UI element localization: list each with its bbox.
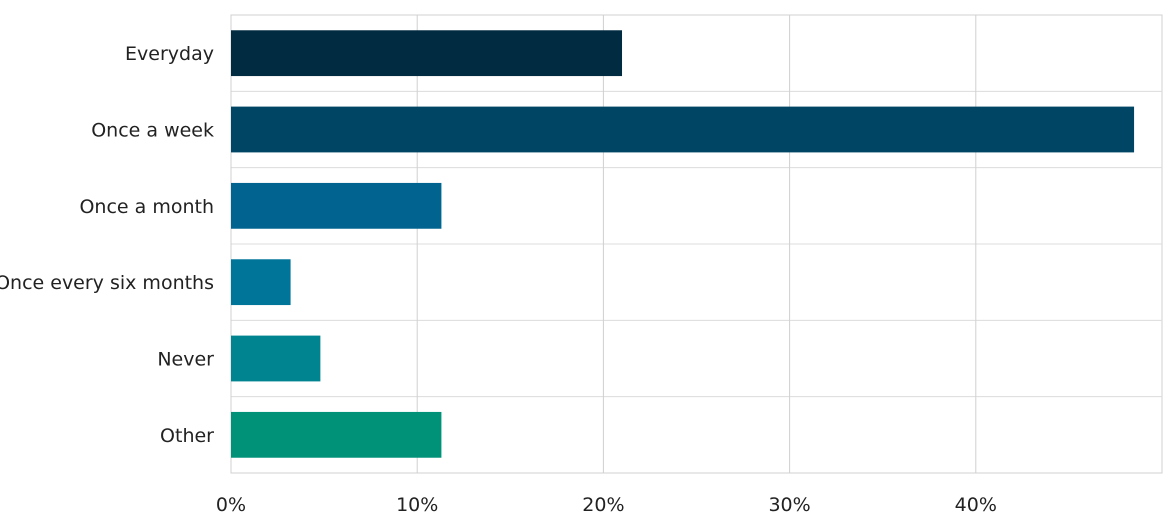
bar: [231, 335, 321, 382]
x-tick-label: 40%: [955, 494, 997, 516]
x-tick-label: 0%: [216, 494, 246, 516]
grid-lines: [230, 14, 1163, 474]
category-labels: Everyday Once a week Once a month Once ever…: [0, 43, 214, 447]
category-label: Once a week: [91, 120, 214, 142]
bar: [231, 30, 623, 77]
category-label: Everyday: [125, 43, 214, 65]
category-label: Never: [157, 349, 214, 371]
category-label: Once every six months: [0, 272, 214, 294]
x-tick-labels: 0% 10% 20% 30% 40%: [216, 494, 997, 516]
category-label: Once a month: [79, 196, 214, 218]
bar: [231, 259, 291, 306]
x-tick-label: 20%: [582, 494, 624, 516]
x-tick-label: 30%: [768, 494, 810, 516]
x-tick-label: 10%: [396, 494, 438, 516]
bar: [231, 106, 1135, 153]
category-label: Other: [160, 425, 214, 447]
bar: [231, 182, 442, 229]
bar: [231, 411, 442, 458]
bars: [231, 30, 1135, 458]
